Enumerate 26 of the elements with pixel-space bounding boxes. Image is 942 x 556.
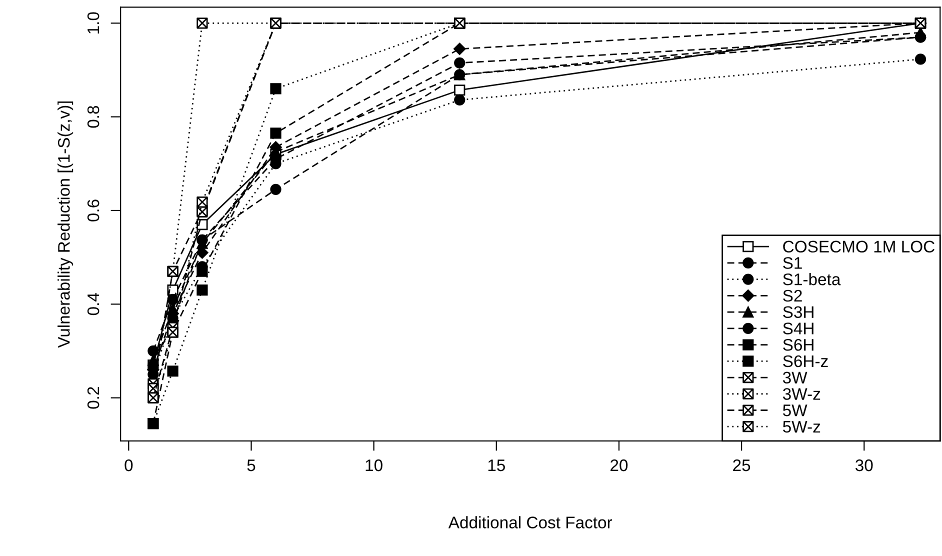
- x-tick-label: 5: [247, 460, 256, 472]
- y-tick-label: 1.0: [87, 12, 100, 34]
- legend-label: 3W-z: [782, 388, 820, 400]
- legend-label: S3H: [783, 306, 814, 318]
- x-tick-label: 15: [488, 460, 505, 472]
- legend-label: 5W-z: [782, 420, 820, 433]
- legend-label: S4H: [783, 322, 814, 334]
- legend-label: S1: [783, 257, 802, 269]
- legend-label: 3W: [782, 372, 808, 384]
- legend-label: COSECMO 1M LOC: [783, 240, 934, 253]
- x-tick-label: 25: [733, 459, 750, 472]
- legend-label: S6H: [783, 338, 814, 351]
- x-tick-label: 20: [610, 459, 628, 472]
- x-tick-label: 10: [366, 459, 382, 472]
- x-tick-label: 0: [124, 459, 133, 472]
- x-axis-title: Additional Cost Factor: [448, 516, 612, 528]
- legend-label: 5W: [782, 404, 808, 416]
- y-tick-label: 0.2: [87, 387, 100, 409]
- y-tick-label: 0.4: [87, 293, 100, 316]
- legend-label: S2: [783, 290, 802, 302]
- y-tick-label: 0.8: [87, 106, 100, 128]
- x-tick-label: 30: [855, 459, 873, 472]
- y-axis-title: Vulnerability Reduction [(1-S(z,v)]: [58, 101, 74, 348]
- y-tick-label: 0.6: [87, 200, 100, 222]
- legend-label: S1-beta: [783, 273, 841, 286]
- legend-label: S6H-z: [783, 355, 828, 368]
